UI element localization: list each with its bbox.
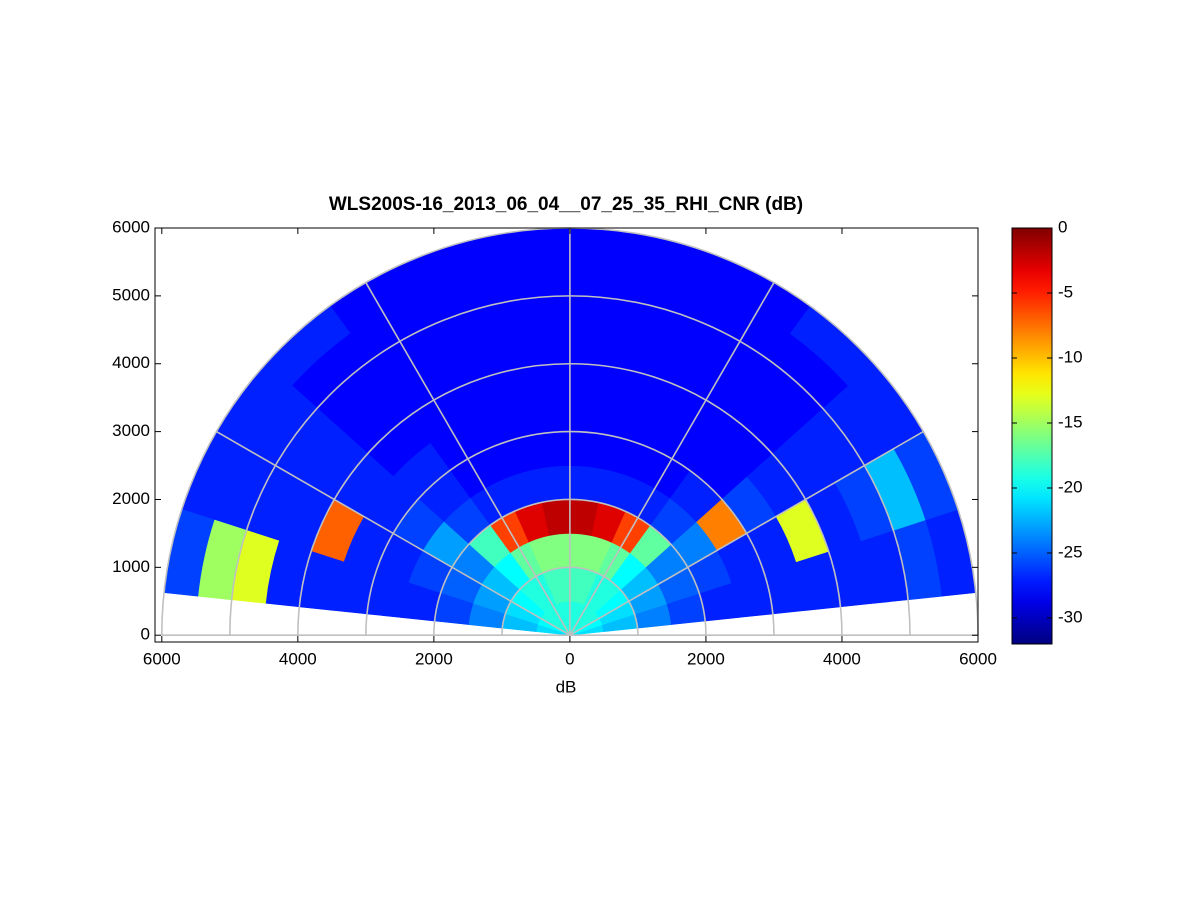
y-tick-label: 6000 (112, 217, 150, 236)
x-tick-label: 6000 (959, 649, 997, 668)
angle-spoke (569, 282, 775, 636)
y-tick-label: 0 (141, 625, 150, 644)
axes-frame (154, 227, 979, 643)
x-tick-label: 2000 (415, 649, 453, 668)
x-tick-label: 4000 (279, 649, 317, 668)
heatmap-cell (569, 363, 627, 404)
colorbar-tick-label: -20 (1058, 477, 1083, 496)
heatmap-cell (512, 363, 571, 404)
heatmap-cell (569, 431, 613, 470)
x-tick-label: 2000 (687, 649, 725, 668)
y-tick-label: 5000 (112, 285, 150, 304)
heatmap-cell (520, 397, 571, 437)
x-tick-label: 4000 (823, 649, 861, 668)
y-tick-label: 2000 (112, 489, 150, 508)
colorbar-tick-label: -10 (1058, 347, 1083, 366)
angle-spoke (365, 282, 571, 636)
angle-spoke (569, 430, 924, 636)
x-tick-label: 0 (565, 649, 574, 668)
angle-spoke (216, 430, 571, 636)
x-axis-label: dB (556, 677, 577, 696)
colorbar-tick-label: 0 (1058, 217, 1067, 236)
colorbar-tick-label: -15 (1058, 412, 1083, 431)
colorbar (1011, 227, 1053, 645)
y-tick-label: 1000 (112, 557, 150, 576)
x-tick-label: 6000 (143, 649, 181, 668)
colorbar-tick-label: -5 (1058, 282, 1073, 301)
y-tick-label: 3000 (112, 421, 150, 440)
chart-title: WLS200S-16_2013_06_04__07_25_35_RHI_CNR … (329, 194, 803, 215)
colorbar-tick-label: -25 (1058, 542, 1083, 561)
colorbar-tick-label: -30 (1058, 607, 1083, 626)
heatmap-cell (569, 397, 620, 437)
y-tick-label: 4000 (112, 353, 150, 372)
heatmap-cell (527, 431, 571, 470)
